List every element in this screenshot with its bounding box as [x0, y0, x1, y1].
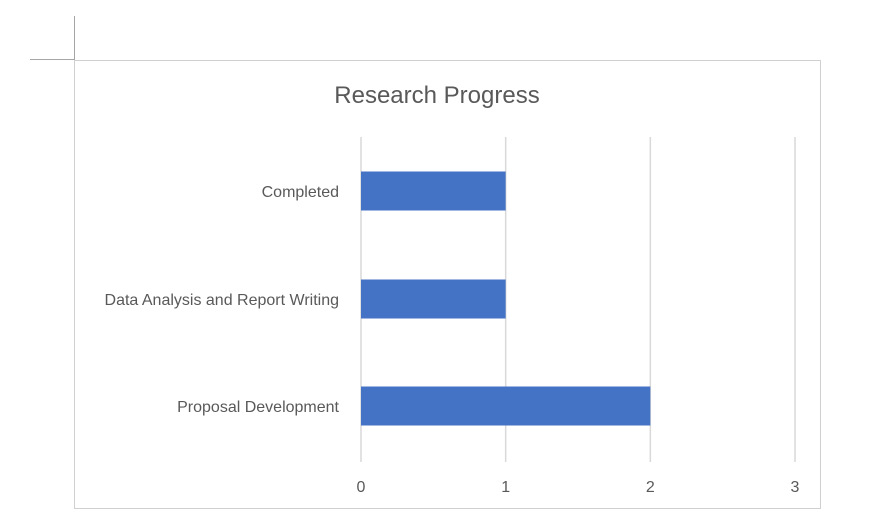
chart-title: Research Progress	[334, 82, 540, 109]
category-label-3: Proposal Development	[177, 399, 339, 416]
category-label-2: Data Analysis and Report Writing	[105, 292, 339, 309]
x-tick-label-3: 3	[791, 479, 800, 496]
bar-1[interactable]	[361, 171, 506, 211]
x-tick-label-0: 0	[357, 479, 366, 496]
bar-2[interactable]	[361, 279, 506, 319]
category-label-1: Completed	[262, 184, 339, 201]
x-tick-label-2: 2	[646, 479, 655, 496]
x-tick-label-1: 1	[501, 479, 510, 496]
bar-3[interactable]	[361, 386, 651, 426]
crop-mark-horizontal	[30, 59, 75, 60]
crop-mark-vertical	[74, 16, 75, 60]
